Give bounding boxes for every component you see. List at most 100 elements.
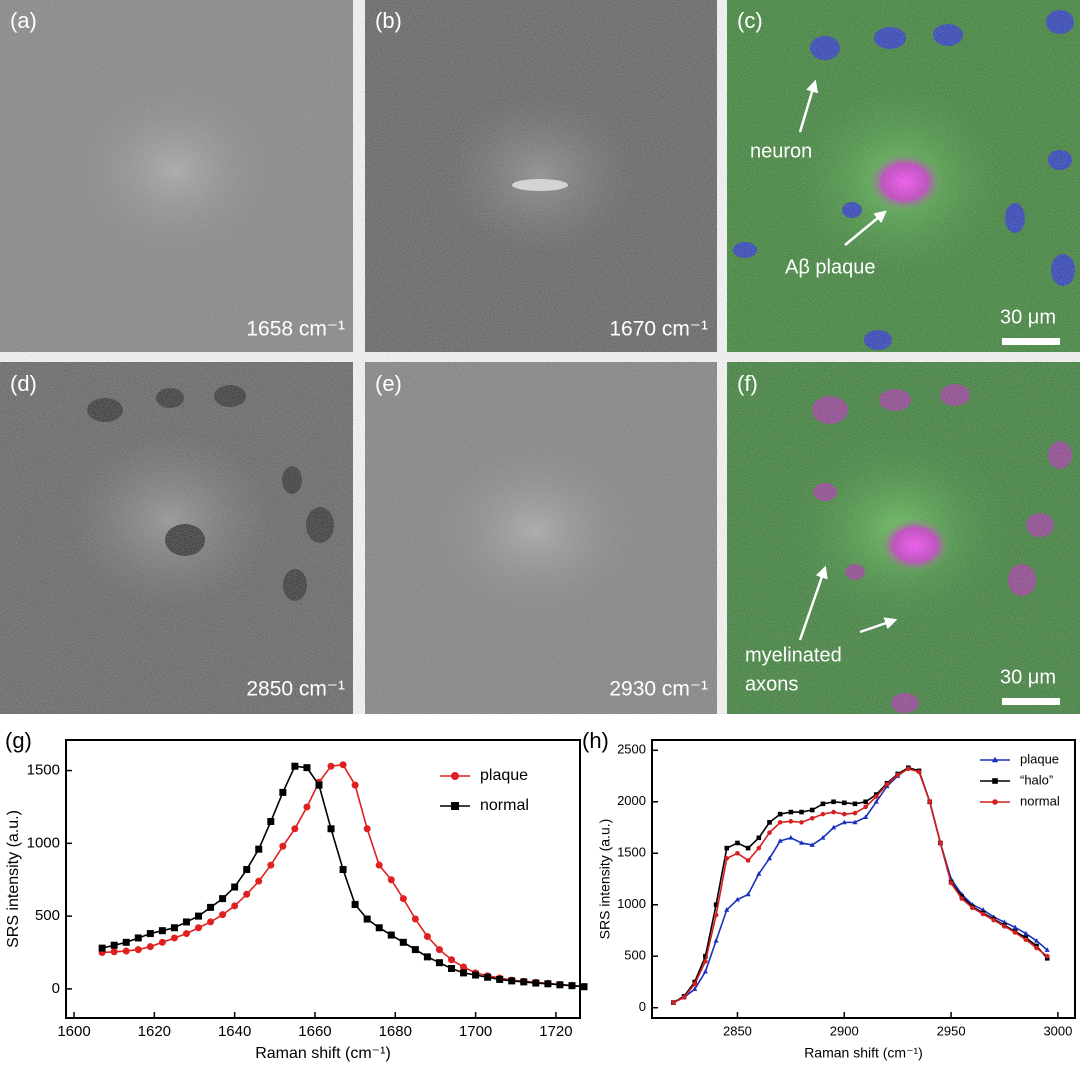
marker <box>387 876 395 884</box>
marker <box>267 861 275 869</box>
x-axis-label: Raman shift (cm⁻¹) <box>255 1045 391 1062</box>
marker <box>927 799 933 805</box>
marker <box>279 788 287 796</box>
wavenumber: 1658 cm⁻¹ <box>246 318 345 341</box>
marker <box>916 769 922 775</box>
marker <box>863 799 868 805</box>
annotation: neuron <box>750 140 812 162</box>
marker <box>735 840 740 846</box>
marker <box>327 762 335 770</box>
marker <box>788 835 794 840</box>
marker <box>799 809 804 815</box>
panel-label: (f) <box>737 371 758 396</box>
plot-frame <box>651 739 1076 1019</box>
plot-frame <box>65 739 581 1019</box>
panel-label: (b) <box>375 8 402 33</box>
marker <box>255 845 263 853</box>
marker <box>1044 953 1050 959</box>
marker <box>777 838 783 843</box>
marker <box>692 986 698 992</box>
marker <box>863 804 868 810</box>
marker <box>852 810 858 816</box>
marker <box>363 915 371 923</box>
marker <box>327 825 335 833</box>
y-axis-label: SRS intensity (a.u.) <box>597 819 613 940</box>
legend-label: “halo” <box>1020 772 1053 787</box>
marker <box>873 799 879 804</box>
marker <box>98 944 106 952</box>
y-tick-label: 2500 <box>617 742 646 757</box>
marker <box>484 973 492 981</box>
marker <box>809 807 815 813</box>
marker <box>980 907 986 912</box>
x-tick-label: 2900 <box>830 1023 859 1038</box>
marker <box>170 924 178 932</box>
legend-marker <box>991 756 999 763</box>
marker <box>724 845 730 851</box>
marker <box>423 932 431 940</box>
marker <box>831 809 836 815</box>
image-panels <box>0 0 1080 714</box>
marker <box>852 801 858 807</box>
marker <box>110 941 118 949</box>
panel-label: (h) <box>582 728 609 753</box>
marker <box>291 825 299 833</box>
marker <box>122 947 130 955</box>
marker <box>255 877 263 885</box>
marker <box>146 930 154 938</box>
marker <box>303 764 311 772</box>
legend-label: normal <box>1020 793 1060 808</box>
marker <box>863 814 869 820</box>
marker <box>231 902 239 910</box>
marker <box>1044 947 1050 952</box>
marker <box>267 818 275 826</box>
marker <box>472 971 480 979</box>
marker <box>895 772 900 778</box>
x-axis-label: Raman shift (cm⁻¹) <box>804 1045 923 1061</box>
marker <box>766 855 773 861</box>
marker <box>1002 924 1007 929</box>
marker <box>182 918 190 926</box>
marker <box>448 965 455 973</box>
wavenumber: 2930 cm⁻¹ <box>609 678 708 701</box>
marker <box>1034 945 1039 951</box>
x-tick-label: 2850 <box>723 1023 752 1038</box>
marker <box>423 953 431 961</box>
y-tick-label: 0 <box>52 980 60 997</box>
x-tick-label: 1720 <box>539 1023 572 1040</box>
y-tick-label: 1500 <box>617 845 646 860</box>
marker <box>195 912 203 920</box>
marker <box>243 890 251 898</box>
marker <box>777 811 783 817</box>
marker <box>756 845 762 851</box>
marker <box>411 915 419 923</box>
marker <box>448 956 455 964</box>
marker <box>767 830 772 835</box>
marker <box>520 978 528 986</box>
marker <box>702 968 708 974</box>
marker <box>671 1000 676 1005</box>
scale-bar <box>1002 338 1060 345</box>
marker <box>703 959 708 964</box>
marker <box>532 979 540 987</box>
marker <box>692 981 698 987</box>
marker <box>841 800 847 806</box>
marker <box>134 946 142 954</box>
marker <box>219 911 227 919</box>
marker <box>291 762 299 770</box>
marker <box>170 934 178 942</box>
x-tick-label: 1640 <box>218 1023 251 1040</box>
arrow <box>798 565 828 641</box>
annotation: Aβ plaque <box>785 256 875 278</box>
scale-bar-label: 30 μm <box>1000 666 1056 688</box>
marker <box>363 825 371 833</box>
marker <box>852 819 858 825</box>
marker <box>435 946 443 954</box>
marker <box>841 819 847 825</box>
scale-bar <box>1002 698 1060 705</box>
marker <box>799 820 804 825</box>
marker <box>375 861 383 869</box>
marker <box>351 781 359 789</box>
marker <box>508 977 516 985</box>
